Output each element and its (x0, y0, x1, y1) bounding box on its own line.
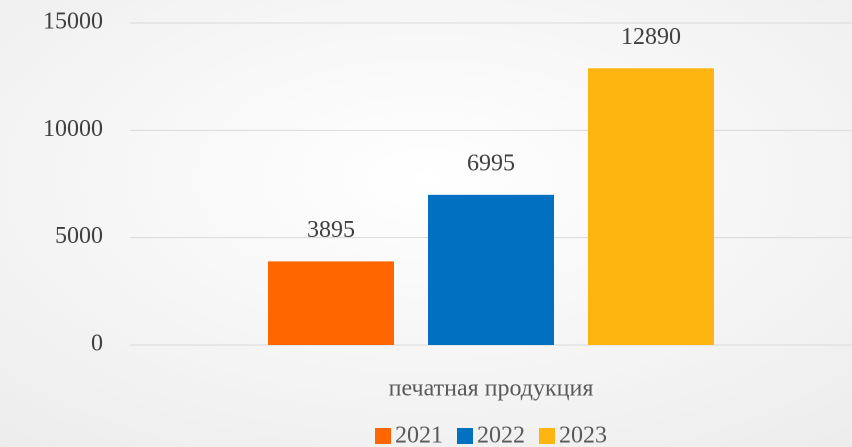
data-label: 3895 (307, 217, 355, 243)
y-tick-label: 5000 (55, 223, 103, 249)
y-tick-label: 15000 (43, 9, 103, 35)
data-label: 12890 (621, 24, 681, 50)
y-tick-label: 0 (91, 331, 103, 357)
legend-label: 2022 (477, 423, 525, 447)
y-tick-label: 10000 (43, 116, 103, 142)
data-label: 6995 (467, 150, 515, 176)
bar (588, 68, 714, 345)
legend-label: 2021 (395, 423, 443, 447)
bar (268, 261, 394, 345)
bar (428, 194, 554, 345)
legend-label: 2023 (559, 423, 607, 447)
legend-swatch (457, 428, 473, 444)
x-tick-label: печатная продукция (389, 376, 594, 402)
legend-swatch (375, 428, 391, 444)
legend-swatch (539, 428, 555, 444)
